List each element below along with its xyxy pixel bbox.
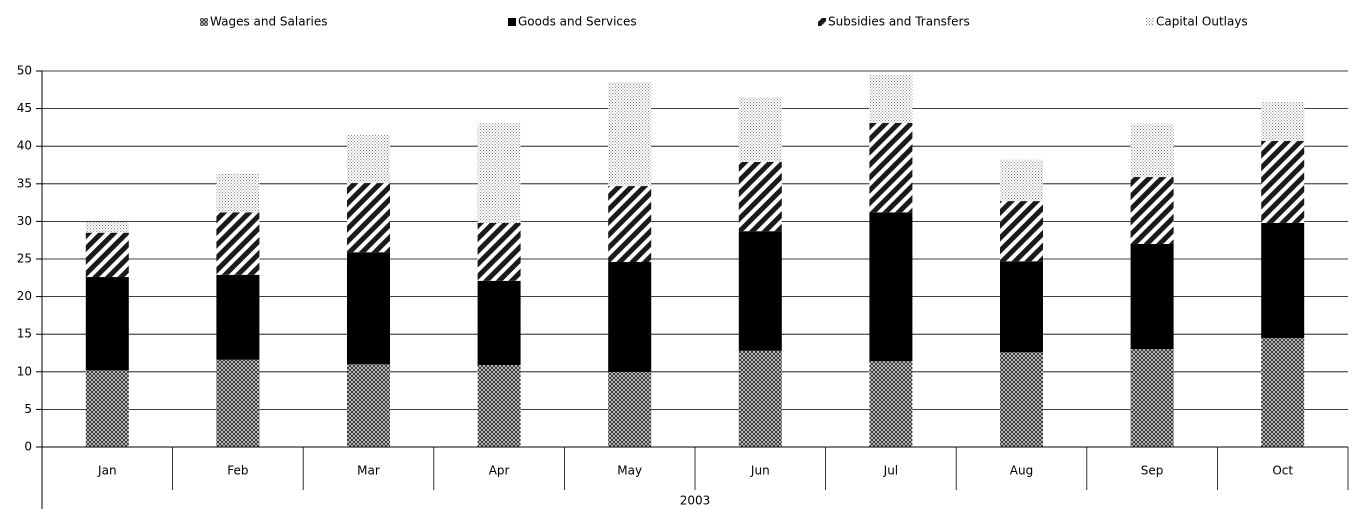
bar-segment	[85, 370, 129, 447]
bar-segment	[216, 212, 260, 275]
bar-segment	[477, 122, 521, 223]
y-tick-label: 45	[17, 101, 32, 115]
bar-segment	[216, 173, 260, 213]
bar-segment	[1261, 222, 1305, 338]
bar-segment	[347, 134, 390, 184]
y-tick-label: 50	[17, 64, 32, 78]
bar-segment	[477, 222, 521, 281]
x-tick-label: Apr	[489, 464, 510, 478]
bar-segment	[1130, 177, 1174, 244]
y-tick-label: 35	[17, 176, 32, 190]
x-tick-label: May	[617, 464, 642, 478]
legend-label: Subsidies and Transfers	[828, 15, 970, 29]
legend-swatch	[1146, 18, 1154, 26]
x-tick-label: Jul	[883, 464, 898, 478]
bar-segment	[347, 183, 390, 253]
y-tick-label: 20	[17, 289, 32, 303]
legend-label: Capital Outlays	[1156, 15, 1248, 29]
bar-segment	[85, 232, 129, 278]
y-tick-label: 15	[17, 327, 32, 341]
bar-segment	[1261, 140, 1305, 223]
bar-segment	[477, 280, 521, 366]
bar-segment	[85, 277, 129, 371]
x-tick-label: Jan	[97, 464, 117, 478]
bar-segment	[1130, 123, 1174, 178]
bar-segment	[869, 212, 913, 362]
bar-segment	[608, 186, 652, 263]
bar-segment	[85, 222, 129, 233]
bar-segment	[1130, 243, 1174, 350]
y-tick-label: 30	[17, 214, 32, 228]
bar-segment	[1000, 201, 1043, 262]
bar-segment	[738, 161, 782, 232]
bar-segment	[608, 262, 652, 372]
category-group-label: 2003	[680, 494, 711, 508]
bar-segment	[1000, 261, 1043, 353]
bar-segment	[216, 359, 260, 447]
bar-segment	[608, 371, 652, 447]
y-tick-label: 5	[24, 402, 32, 416]
bar-segment	[216, 274, 260, 360]
bar-segment	[1130, 349, 1174, 447]
x-tick-label: Sep	[1141, 464, 1164, 478]
x-tick-label: Jun	[750, 464, 770, 478]
bar-segment	[1261, 101, 1305, 141]
bar-segment	[1000, 352, 1043, 447]
bar-segment	[477, 365, 521, 447]
y-tick-label: 10	[17, 364, 32, 378]
bar-segment	[1261, 337, 1305, 447]
x-tick-label: Oct	[1272, 464, 1293, 478]
legend-label: Wages and Salaries	[210, 15, 327, 29]
x-tick-label: Aug	[1010, 464, 1033, 478]
x-tick-label: Feb	[227, 464, 248, 478]
bar-segment	[738, 350, 782, 447]
bar-segment	[1000, 159, 1043, 202]
legend-swatch	[818, 18, 826, 26]
y-tick-label: 0	[24, 440, 32, 454]
bar-segment	[869, 122, 913, 213]
bar-segment	[608, 82, 652, 187]
bar-segment	[869, 74, 913, 123]
x-tick-label: Mar	[357, 464, 380, 478]
bar-segment	[869, 361, 913, 447]
legend-swatch	[508, 18, 516, 26]
bar-segment	[347, 364, 390, 447]
y-tick-label: 25	[17, 252, 32, 266]
bar-segment	[347, 252, 390, 365]
y-tick-label: 40	[17, 139, 32, 153]
legend-label: Goods and Services	[518, 15, 637, 29]
legend-swatch	[200, 18, 208, 26]
bar-segment	[738, 97, 782, 162]
bar-segment	[738, 231, 782, 351]
